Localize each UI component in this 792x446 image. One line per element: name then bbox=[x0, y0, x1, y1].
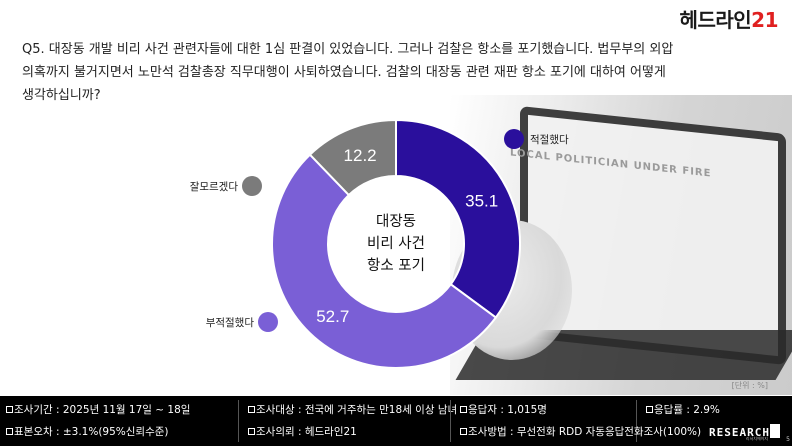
slice-unsure bbox=[308, 118, 397, 197]
center-label-line: 대장동 bbox=[376, 213, 416, 230]
value-label-appropriate: 35.1 bbox=[465, 192, 498, 211]
legend-label-inappropriate: 부적절했다 bbox=[206, 316, 255, 329]
survey-respondents: 응답자 : 1,015명 bbox=[456, 401, 547, 419]
survey-method: 조사방법 : 무선전화 RDD 자동응답전화조사(100%) bbox=[456, 423, 701, 441]
question-line-3: 생각하십니까? bbox=[22, 88, 101, 103]
question-line-2: 의혹까지 불거지면서 노만석 검찰총장 직무대행이 사퇴하였습니다. 검찰의 대… bbox=[22, 65, 666, 80]
brand-logo: 헤드라인21 bbox=[679, 4, 779, 33]
footer-divider bbox=[238, 400, 239, 442]
legend-marker-appropriate bbox=[504, 129, 524, 149]
research-brand-icon bbox=[770, 424, 780, 438]
survey-client: 조사의뢰 : 헤드라인21 bbox=[244, 423, 357, 441]
survey-sampling-error: 표본오차 : ±3.1%(95%신뢰수준) bbox=[2, 423, 169, 441]
research-brand: RESEARCH bbox=[709, 426, 770, 439]
value-label-unsure: 12.2 bbox=[344, 146, 377, 165]
survey-period: 조사기간 : 2025년 11월 17일 ~ 18일 bbox=[2, 401, 190, 419]
footer-divider bbox=[636, 400, 637, 442]
unit-note: [단위 : %] bbox=[731, 381, 768, 390]
research-brand-sub: 리서치에이지 bbox=[745, 436, 768, 441]
center-label-line: 비리 사건 bbox=[367, 235, 425, 252]
question-line-1: Q5. 대장동 개발 비리 사건 관련자들에 대한 1심 판결이 있었습니다. … bbox=[22, 42, 674, 57]
value-label-inappropriate: 52.7 bbox=[316, 307, 349, 326]
slice-appropriate bbox=[395, 118, 521, 319]
survey-response-rate: 응답률 : 2.9% bbox=[642, 401, 720, 419]
question-text: Q5. 대장동 개발 비리 사건 관련자들에 대한 1심 판결이 있었습니다. … bbox=[22, 38, 752, 107]
legend-marker-inappropriate bbox=[258, 312, 278, 332]
legend-label-unsure: 잘모르겠다 bbox=[190, 181, 239, 193]
slice-inappropriate bbox=[271, 153, 498, 369]
footer-divider bbox=[450, 400, 451, 442]
legend-marker-unsure bbox=[242, 176, 262, 196]
page-number: 5 bbox=[786, 436, 790, 443]
legend-label-appropriate: 적절했다 bbox=[530, 133, 569, 146]
survey-footer: 조사기간 : 2025년 11월 17일 ~ 18일 조사대상 : 전국에 거주… bbox=[0, 396, 792, 446]
logo-text: 헤드라인 bbox=[679, 8, 752, 32]
logo-number: 21 bbox=[751, 8, 778, 32]
survey-target: 조사대상 : 전국에 거주하는 만18세 이상 남녀 bbox=[244, 401, 457, 419]
center-label-line: 항소 포기 bbox=[367, 257, 425, 274]
